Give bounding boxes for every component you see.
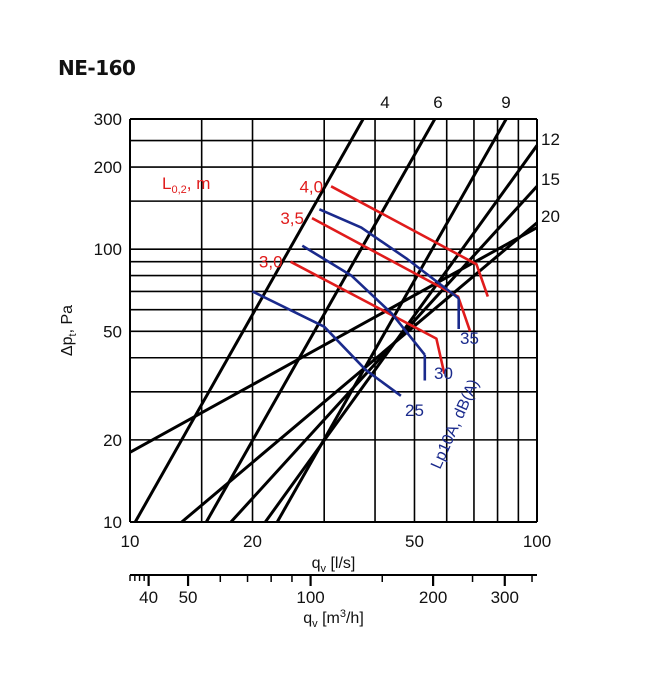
x-axis-label: qv [l/s] — [312, 555, 356, 575]
system-curve-label: 15 — [541, 170, 560, 189]
system-curve-6 — [205, 118, 437, 523]
chart-title: NE-160 — [58, 56, 136, 80]
x-tick-label: 50 — [405, 532, 424, 551]
throw-line-label: 3,0 — [259, 253, 283, 272]
noise-line-25 — [251, 290, 402, 397]
y-tick-label: 50 — [103, 322, 122, 341]
system-curve-label: 6 — [433, 93, 442, 112]
throw-line-label: 3,5 — [280, 209, 304, 228]
system-curve-label: 4 — [380, 93, 389, 112]
axes: 10 20 50 100 200 300 10 20 50 100 Δpt, Pa qv [l/s] — [59, 110, 551, 575]
noise-line-35 — [318, 208, 460, 300]
noise-line-label: 25 — [405, 401, 424, 420]
x-tick-label: 100 — [523, 532, 551, 551]
y-tick-label: 10 — [103, 513, 122, 532]
noise-line-label: 35 — [460, 329, 479, 348]
throw-line-label: 4,0 — [299, 177, 323, 196]
system-curve-label: 20 — [541, 207, 560, 226]
x2-tick-label: 300 — [491, 588, 519, 607]
throw-line-3-0 — [289, 260, 446, 374]
x2-tick-label: 200 — [419, 588, 447, 607]
x2-axis-label: qv [m3/h] — [303, 608, 364, 630]
system-curve-15 — [229, 185, 539, 524]
throw-legend-label: L0,2, m — [162, 174, 210, 196]
system-curves — [129, 118, 539, 524]
x2-tick-label: 40 — [139, 588, 158, 607]
y-axis-label: Δpt, Pa — [59, 305, 79, 356]
noise-lines — [251, 208, 461, 397]
secondary-x-axis: 40 50 100 200 300 qv [m3/h] — [129, 574, 537, 630]
x2-tick-label: 50 — [179, 588, 198, 607]
x-tick-label: 20 — [243, 532, 262, 551]
system-curve-4 — [133, 118, 365, 523]
noise-line-label: 30 — [434, 364, 453, 383]
system-curve-20 — [180, 221, 538, 524]
y-tick-label: 200 — [94, 158, 122, 177]
throw-line-4-0 — [330, 185, 490, 298]
system-curve-label: 9 — [501, 93, 510, 112]
noise-line-30 — [301, 244, 426, 356]
y-tick-label: 20 — [103, 431, 122, 450]
y-tick-label: 300 — [94, 110, 122, 129]
x-tick-label: 10 — [121, 532, 140, 551]
system-curve-label: 12 — [541, 130, 560, 149]
system-curve-base — [129, 226, 538, 454]
y-tick-label: 100 — [94, 240, 122, 259]
x2-tick-label: 100 — [296, 588, 324, 607]
